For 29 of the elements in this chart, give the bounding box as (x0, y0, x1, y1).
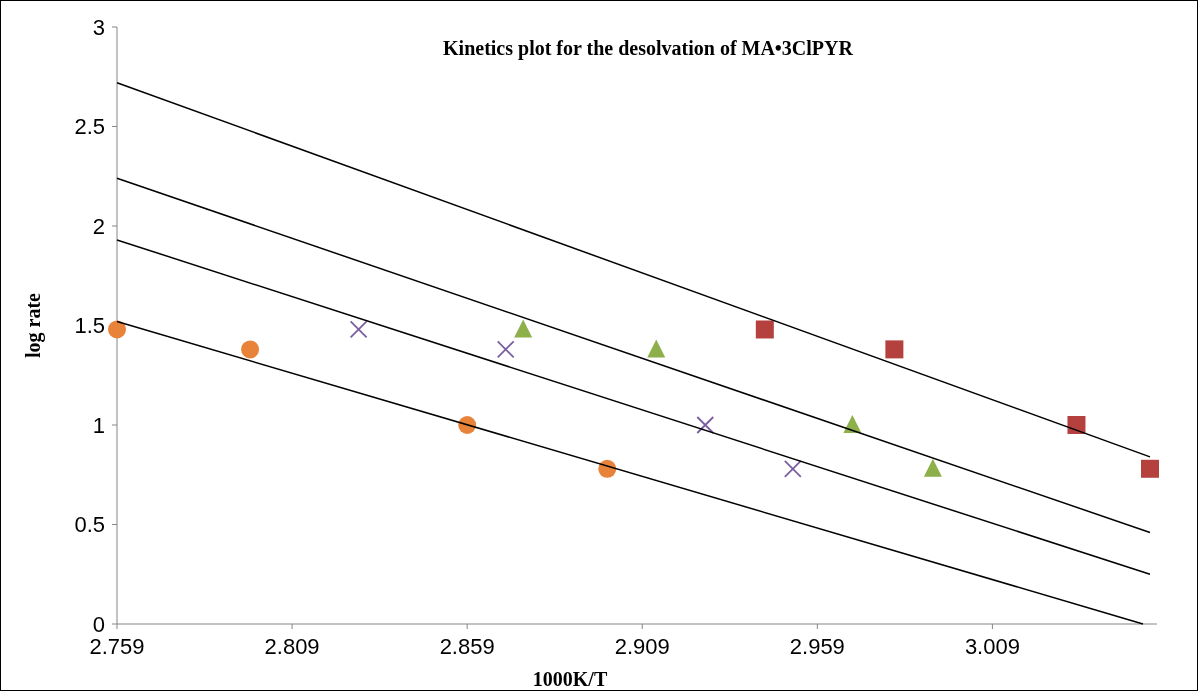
y-tick-label: 0 (92, 611, 105, 637)
point (514, 319, 533, 338)
point (923, 458, 942, 477)
text: Kinetics plot for the desolvation of MA•3ClPYR (443, 37, 854, 60)
point (496, 340, 515, 359)
x-axis-title: 1000K/T (532, 668, 608, 690)
x-tick-label: 2.809 (264, 634, 320, 659)
y-tick-label: 0.5 (74, 512, 105, 538)
x-tick-label: 2.859 (439, 634, 495, 659)
point (755, 320, 774, 339)
y-axis-title: log rate (22, 292, 45, 358)
point (885, 340, 904, 359)
point (349, 320, 368, 339)
point (696, 416, 715, 434)
y-tick-label: 1.5 (74, 313, 105, 339)
y-tick-label: 1 (92, 412, 105, 438)
point (241, 340, 260, 359)
y-tick-label: 3 (92, 14, 105, 40)
point (108, 320, 126, 339)
point (1067, 416, 1086, 434)
point (647, 339, 666, 358)
x-tick-label: 2.959 (789, 634, 845, 659)
x-tick-label: 2.909 (614, 634, 670, 659)
x-tick-label: 2.759 (89, 634, 145, 659)
y-tick-label: 2.5 (74, 114, 105, 140)
x-tick-label: 3.009 (964, 634, 1020, 659)
point (1141, 459, 1159, 478)
point (783, 459, 802, 478)
y-tick-label: 2 (92, 213, 105, 239)
